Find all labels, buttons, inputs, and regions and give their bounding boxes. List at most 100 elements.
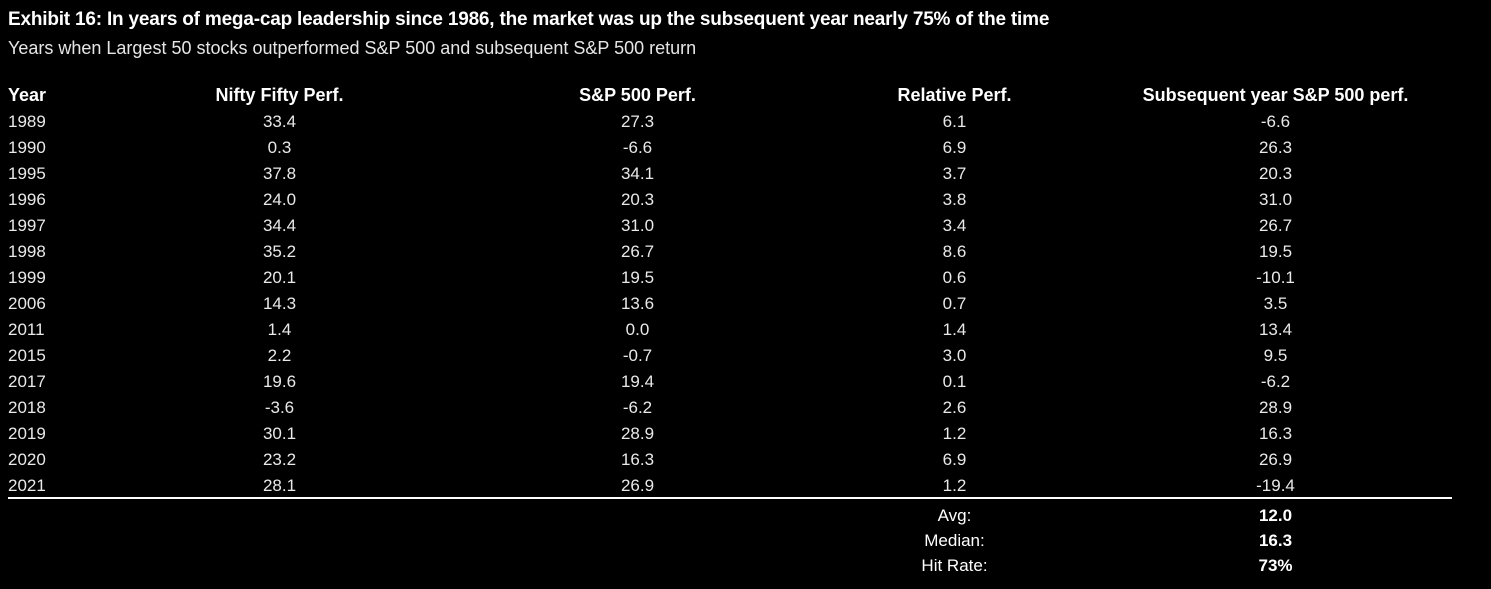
cell-year: 2019	[8, 424, 46, 443]
cell-nifty-fifty-perf: 14.3	[262, 294, 297, 313]
summary-label: Median:	[924, 531, 985, 550]
cell-relative-perf: 0.6	[942, 268, 967, 287]
cell-nifty-fifty-perf: 0.3	[267, 138, 292, 157]
cell-nifty-fifty-perf: 24.0	[262, 190, 297, 209]
cell-sp500-perf: 20.3	[620, 190, 655, 209]
cell-relative-perf: 6.9	[942, 450, 967, 469]
table-row: 1999 20.1 19.5 0.6 -10.1	[0, 265, 1491, 291]
cell-relative-perf: 3.4	[942, 216, 967, 235]
cell-nifty-fifty-perf: 28.1	[262, 476, 297, 495]
cell-sp500-perf: -6.2	[622, 398, 653, 417]
cell-relative-perf: 1.2	[942, 476, 967, 495]
header-relative-perf: Relative Perf.	[897, 85, 1012, 105]
cell-year: 1999	[8, 268, 46, 287]
table-row: 1995 37.8 34.1 3.7 20.3	[0, 161, 1491, 187]
cell-sp500-perf: 16.3	[620, 450, 655, 469]
cell-nifty-fifty-perf: 19.6	[262, 372, 297, 391]
cell-subsequent-year-perf: 3.5	[1263, 294, 1288, 313]
table-row: 2021 28.1 26.9 1.2 -19.4	[0, 473, 1491, 499]
table-header-row: Year Nifty Fifty Perf. S&P 500 Perf. Rel…	[0, 82, 1491, 109]
summary-block: Avg: 12.0 Median: 16.3 Hit Rate: 73%	[0, 503, 1491, 578]
cell-nifty-fifty-perf: -3.6	[264, 398, 295, 417]
cell-relative-perf: 2.6	[942, 398, 967, 417]
cell-nifty-fifty-perf: 33.4	[262, 112, 297, 131]
cell-year: 2021	[8, 476, 46, 495]
cell-year: 1998	[8, 242, 46, 261]
table-row: 2006 14.3 13.6 0.7 3.5	[0, 291, 1491, 317]
cell-nifty-fifty-perf: 35.2	[262, 242, 297, 261]
cell-year: 2018	[8, 398, 46, 417]
cell-year: 1989	[8, 112, 46, 131]
cell-sp500-perf: 28.9	[620, 424, 655, 443]
cell-year: 2020	[8, 450, 46, 469]
table-row: 1997 34.4 31.0 3.4 26.7	[0, 213, 1491, 239]
summary-label: Avg:	[937, 506, 972, 525]
cell-sp500-perf: 19.5	[620, 268, 655, 287]
table-row: 2017 19.6 19.4 0.1 -6.2	[0, 369, 1491, 395]
cell-year: 1996	[8, 190, 46, 209]
cell-subsequent-year-perf: 19.5	[1258, 242, 1293, 261]
cell-year: 1995	[8, 164, 46, 183]
cell-nifty-fifty-perf: 34.4	[262, 216, 297, 235]
cell-sp500-perf: 26.9	[620, 476, 655, 495]
cell-nifty-fifty-perf: 2.2	[267, 346, 292, 365]
cell-sp500-perf: -0.7	[622, 346, 653, 365]
cell-subsequent-year-perf: 26.7	[1258, 216, 1293, 235]
cell-relative-perf: 0.7	[942, 294, 967, 313]
cell-year: 2011	[8, 320, 45, 339]
cell-nifty-fifty-perf: 20.1	[262, 268, 297, 287]
cell-sp500-perf: 19.4	[620, 372, 655, 391]
cell-subsequent-year-perf: 28.9	[1258, 398, 1293, 417]
cell-subsequent-year-perf: 16.3	[1258, 424, 1293, 443]
cell-relative-perf: 6.9	[942, 138, 967, 157]
table-row: 2020 23.2 16.3 6.9 26.9	[0, 447, 1491, 473]
summary-value: 16.3	[1258, 531, 1293, 550]
table-row: 1990 0.3 -6.6 6.9 26.3	[0, 135, 1491, 161]
cell-year: 2015	[8, 346, 46, 365]
header-subsequent-year-perf: Subsequent year S&P 500 perf.	[1142, 85, 1409, 105]
cell-sp500-perf: 27.3	[620, 112, 655, 131]
cell-relative-perf: 8.6	[942, 242, 967, 261]
cell-subsequent-year-perf: -10.1	[1256, 268, 1295, 287]
summary-row-hit-rate: Hit Rate: 73%	[0, 553, 1491, 578]
header-nifty-fifty-perf: Nifty Fifty Perf.	[215, 85, 344, 105]
summary-row-median: Median: 16.3	[0, 528, 1491, 553]
cell-subsequent-year-perf: -6.6	[1260, 112, 1291, 131]
table-row: 1996 24.0 20.3 3.8 31.0	[0, 187, 1491, 213]
table-row: 1998 35.2 26.7 8.6 19.5	[0, 239, 1491, 265]
cell-relative-perf: 3.7	[942, 164, 967, 183]
cell-relative-perf: 1.2	[942, 424, 967, 443]
table-row: 2018 -3.6 -6.2 2.6 28.9	[0, 395, 1491, 421]
cell-relative-perf: 1.4	[942, 320, 967, 339]
cell-sp500-perf: 34.1	[620, 164, 655, 183]
cell-subsequent-year-perf: 31.0	[1258, 190, 1293, 209]
header-sp500-perf: S&P 500 Perf.	[579, 85, 696, 105]
cell-subsequent-year-perf: -6.2	[1260, 372, 1291, 391]
cell-relative-perf: 0.1	[942, 372, 967, 391]
cell-nifty-fifty-perf: 23.2	[262, 450, 297, 469]
cell-relative-perf: 6.1	[942, 112, 967, 131]
cell-subsequent-year-perf: 26.9	[1258, 450, 1293, 469]
cell-sp500-perf: -6.6	[622, 138, 653, 157]
cell-subsequent-year-perf: 13.4	[1258, 320, 1293, 339]
table-row: 2019 30.1 28.9 1.2 16.3	[0, 421, 1491, 447]
table-row: 2011 1.4 0.0 1.4 13.4	[0, 317, 1491, 343]
cell-year: 2017	[8, 372, 46, 391]
cell-year: 1997	[8, 216, 46, 235]
cell-sp500-perf: 31.0	[620, 216, 655, 235]
cell-subsequent-year-perf: 9.5	[1263, 346, 1288, 365]
table-body: 1989 33.4 27.3 6.1 -6.6 1990 0.3 -6.6 6.9 26.3 199…	[0, 109, 1491, 499]
table-row: 2015 2.2 -0.7 3.0 9.5	[0, 343, 1491, 369]
cell-relative-perf: 3.8	[942, 190, 967, 209]
cell-subsequent-year-perf: -19.4	[1256, 476, 1295, 495]
summary-value: 73%	[1258, 556, 1293, 575]
cell-nifty-fifty-perf: 1.4	[267, 320, 292, 339]
cell-year: 2006	[8, 294, 46, 313]
cell-nifty-fifty-perf: 30.1	[262, 424, 297, 443]
cell-subsequent-year-perf: 20.3	[1258, 164, 1293, 183]
performance-table: Year Nifty Fifty Perf. S&P 500 Perf. Rel…	[0, 82, 1491, 499]
header-year: Year	[8, 85, 47, 105]
exhibit-title: Exhibit 16: In years of mega-cap leaders…	[8, 9, 1050, 30]
cell-nifty-fifty-perf: 37.8	[262, 164, 297, 183]
cell-sp500-perf: 13.6	[620, 294, 655, 313]
